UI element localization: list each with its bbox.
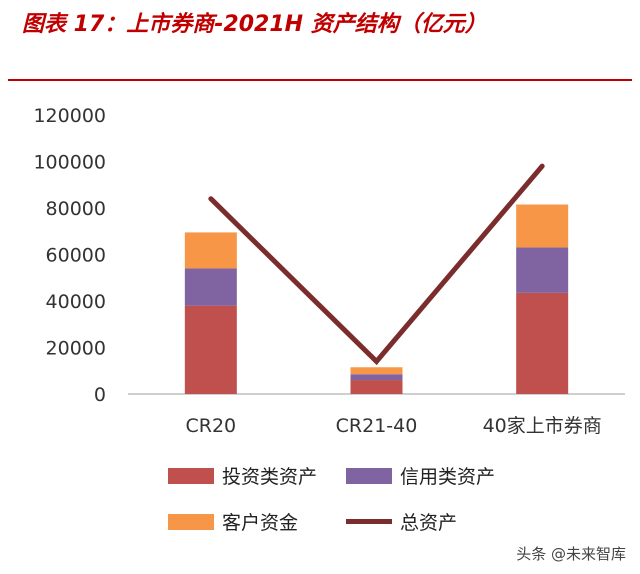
legend-label-client-funds: 客户资金 [222, 512, 299, 534]
y-tick-label: 40000 [46, 291, 106, 313]
y-tick-label: 80000 [46, 198, 106, 220]
bar-segment [184, 305, 237, 394]
legend-item-investment: 投资类资产 [168, 462, 317, 489]
legend-swatch-investment [168, 467, 214, 484]
y-tick-label: 0 [94, 384, 106, 406]
y-tick-label: 60000 [46, 245, 106, 267]
bar-segment [516, 247, 569, 293]
y-tick-label: 100000 [33, 152, 106, 174]
x-tick-label: CR20 [186, 415, 237, 437]
y-tick-label: 120000 [33, 105, 106, 127]
stacked-bar-line-chart: 0 20000 40000 60000 80000 100000 120000 CR20 CR2… [33, 105, 625, 437]
bar-segment [350, 367, 403, 375]
x-tick-label: CR21-40 [336, 415, 418, 437]
legend-swatch-credit [346, 467, 392, 484]
legend-item-total-assets: 总资产 [346, 508, 457, 535]
total-assets-line [208, 163, 545, 366]
legend-swatch-total-assets [346, 519, 392, 524]
legend-label-credit: 信用类资产 [400, 466, 496, 488]
bar-segment [516, 292, 569, 394]
legend-item-credit: 信用类资产 [346, 462, 495, 489]
bar-segment [350, 374, 403, 381]
bar-segment [184, 268, 237, 306]
watermark: 头条 @未来智库 [516, 545, 626, 563]
legend-label-total-assets: 总资产 [400, 512, 458, 534]
y-tick-label: 20000 [46, 338, 106, 360]
chart-title: 图表 17：上市券商-2021H 资产结构（亿元） [22, 12, 487, 37]
legend-item-client-funds: 客户资金 [168, 508, 298, 535]
legend-swatch-client-funds [168, 513, 214, 530]
legend-label-investment: 投资类资产 [222, 466, 318, 488]
bar-segment [184, 232, 237, 269]
bar-segment [516, 204, 569, 248]
bar-segment [350, 380, 403, 394]
x-tick-label: 40家上市券商 [483, 415, 602, 437]
title-divider [8, 79, 632, 81]
